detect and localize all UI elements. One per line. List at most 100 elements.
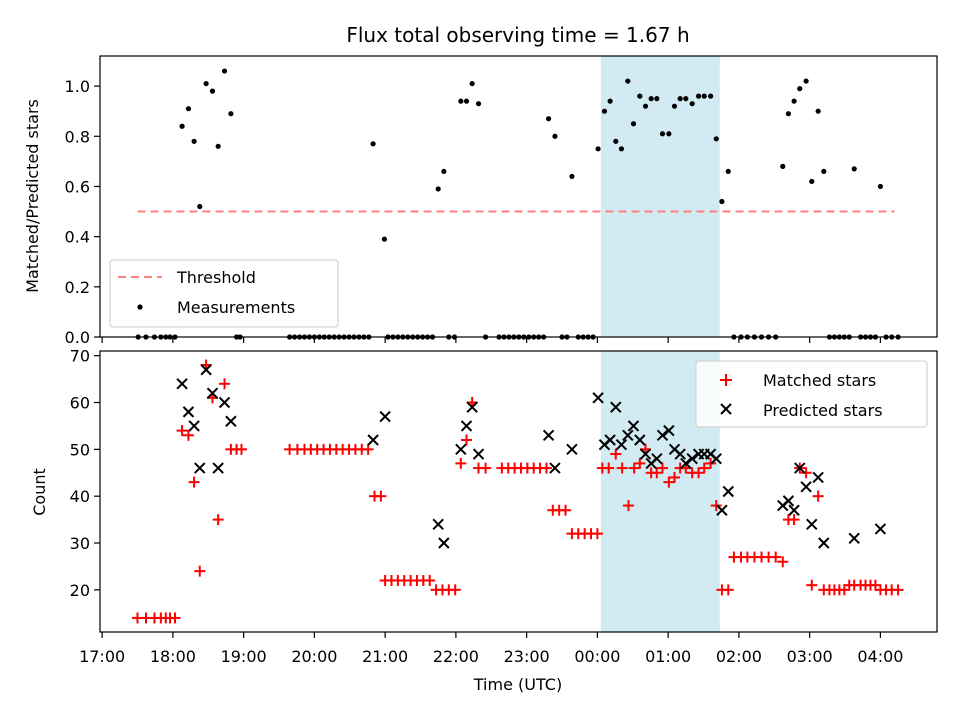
matched-point bbox=[777, 556, 789, 568]
measurement-point bbox=[851, 166, 857, 172]
predicted-point bbox=[622, 429, 634, 442]
matched-point bbox=[460, 434, 472, 446]
predicted-point bbox=[794, 462, 806, 474]
matched-legend-label: Matched stars bbox=[763, 371, 876, 390]
measurement-point bbox=[607, 98, 613, 104]
predicted-legend-label: Predicted stars bbox=[763, 401, 883, 420]
measurement-point bbox=[215, 143, 221, 149]
predicted-point bbox=[651, 453, 663, 465]
matched-point bbox=[219, 378, 231, 390]
predicted-point bbox=[615, 438, 628, 451]
measurement-point bbox=[381, 236, 388, 242]
matched-point bbox=[722, 584, 734, 596]
predicted-point bbox=[225, 415, 237, 427]
count-y-axis-label: Count bbox=[30, 468, 49, 516]
predicted-point bbox=[710, 453, 722, 465]
matched-point bbox=[812, 490, 824, 502]
measurement-point bbox=[601, 108, 608, 114]
matched-point bbox=[449, 584, 461, 596]
y-tick-label: 30 bbox=[70, 534, 90, 553]
y-tick-label: 40 bbox=[70, 487, 90, 506]
predicted-point bbox=[182, 406, 195, 418]
measurement-point bbox=[695, 93, 702, 99]
predicted-point bbox=[212, 462, 224, 474]
measurement-point bbox=[595, 146, 601, 152]
predicted-point bbox=[549, 462, 561, 474]
measurement-point bbox=[625, 78, 631, 84]
x-tick-label: 23:00 bbox=[504, 647, 550, 666]
matched-point bbox=[424, 574, 436, 586]
measurement-point bbox=[637, 93, 643, 99]
predicted-point bbox=[566, 443, 578, 456]
measurement-point bbox=[613, 138, 619, 144]
matched-point bbox=[176, 425, 188, 437]
predicted-point bbox=[680, 457, 692, 470]
y-tick-label: 50 bbox=[70, 440, 90, 459]
matched-point bbox=[560, 504, 572, 516]
matched-point bbox=[698, 462, 710, 474]
measurement-point bbox=[791, 98, 797, 104]
predicted-point bbox=[634, 434, 646, 446]
matched-point bbox=[610, 448, 622, 460]
x-tick-label: 20:00 bbox=[291, 647, 337, 666]
matched-point bbox=[800, 467, 812, 479]
measurement-point bbox=[671, 103, 678, 109]
predicted-point bbox=[686, 453, 698, 465]
measurement-point bbox=[648, 96, 654, 102]
measurement-point bbox=[185, 106, 192, 112]
predicted-point bbox=[806, 518, 818, 530]
matched-point bbox=[188, 476, 200, 488]
predicted-point bbox=[788, 504, 800, 516]
measurement-point bbox=[435, 186, 441, 192]
matched-point bbox=[770, 551, 782, 563]
predicted-point bbox=[592, 392, 604, 404]
count-legend: Matched stars Predicted stars bbox=[695, 360, 928, 428]
measurement-point bbox=[809, 178, 815, 185]
matched-point bbox=[869, 579, 881, 591]
ratio-y-axis-label: Matched/Predicted stars bbox=[23, 99, 42, 293]
predicted-point bbox=[218, 396, 231, 409]
measurement-point bbox=[780, 163, 786, 169]
chart-title: Flux total observing time = 1.67 h bbox=[346, 23, 689, 47]
x-tick-label: 22:00 bbox=[433, 647, 479, 666]
measurement-point bbox=[469, 80, 475, 87]
predicted-point bbox=[194, 462, 206, 474]
matched-point bbox=[236, 443, 248, 455]
measurement-point bbox=[463, 98, 470, 104]
matched-point bbox=[623, 500, 635, 512]
x-tick-label: 04:00 bbox=[857, 647, 903, 666]
matched-point bbox=[838, 584, 850, 596]
y-tick-label: 0.2 bbox=[65, 278, 90, 297]
measurement-point bbox=[569, 173, 575, 180]
measurement-point bbox=[630, 121, 637, 127]
predicted-point bbox=[656, 429, 669, 442]
matched-point bbox=[455, 457, 467, 469]
predicted-point bbox=[812, 471, 824, 484]
measurement-point bbox=[666, 131, 672, 137]
matched-point bbox=[480, 462, 492, 474]
predicted-point bbox=[200, 364, 212, 376]
count-legend-box bbox=[695, 360, 928, 428]
ratio-panel: 0.0 0.2 0.4 0.6 0.8 1.0 Matched/Predicted sta… bbox=[23, 55, 938, 347]
matched-point bbox=[194, 565, 206, 577]
measurement-point bbox=[191, 138, 197, 144]
matched-point bbox=[634, 457, 646, 469]
x-tick-label: 17:00 bbox=[79, 647, 125, 666]
ratio-legend-box bbox=[109, 259, 339, 328]
measurement-point bbox=[552, 133, 558, 139]
predicted-point bbox=[610, 401, 622, 413]
y-tick-label: 0.6 bbox=[65, 177, 90, 196]
predicted-point bbox=[663, 424, 675, 437]
measurement-point bbox=[203, 80, 209, 87]
predicted-point bbox=[432, 518, 444, 530]
matched-point bbox=[212, 514, 224, 526]
y-tick-label: 0.0 bbox=[65, 328, 90, 347]
measurement-point bbox=[642, 103, 649, 109]
y-tick-label: 20 bbox=[70, 581, 90, 600]
count-panel: 20 30 40 50 60 70 17:00 18:00 19:00 20:00 21:00 22… bbox=[30, 347, 938, 694]
x-tick-label: 03:00 bbox=[787, 647, 833, 666]
matched-point bbox=[169, 612, 181, 624]
matched-point bbox=[806, 579, 818, 591]
predicted-point bbox=[722, 485, 734, 498]
